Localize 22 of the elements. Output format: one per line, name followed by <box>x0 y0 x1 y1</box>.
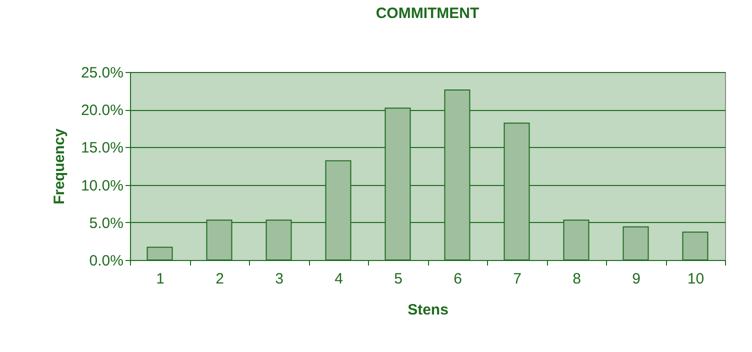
x-axis-title: Stens <box>408 302 448 318</box>
x-tick-label: 5 <box>394 270 402 288</box>
x-tick-label: 2 <box>216 270 224 288</box>
x-tick-label: 9 <box>632 270 640 288</box>
chart-title: COMMITMENT <box>376 5 480 22</box>
x-tick-label: 6 <box>454 270 462 288</box>
y-tick-label: 0.0% <box>89 252 124 270</box>
y-tick-label: 20.0% <box>80 102 124 120</box>
y-tick-label: 15.0% <box>80 140 124 157</box>
bar <box>682 232 708 260</box>
x-tick-label: 10 <box>687 270 704 288</box>
bar <box>622 226 649 260</box>
x-tick-label: 7 <box>513 270 522 288</box>
x-tick-label: 3 <box>275 270 284 288</box>
y-tick-label: 10.0% <box>80 177 124 194</box>
x-tick-label: 4 <box>334 270 343 288</box>
y-tick-label: 5.0% <box>89 214 124 232</box>
y-tick-label: 25.0% <box>80 64 124 82</box>
x-tick-label: 8 <box>572 270 581 288</box>
y-axis-title: Frequency <box>50 128 68 204</box>
bar <box>146 246 173 260</box>
x-tick-label: 1 <box>156 270 164 288</box>
